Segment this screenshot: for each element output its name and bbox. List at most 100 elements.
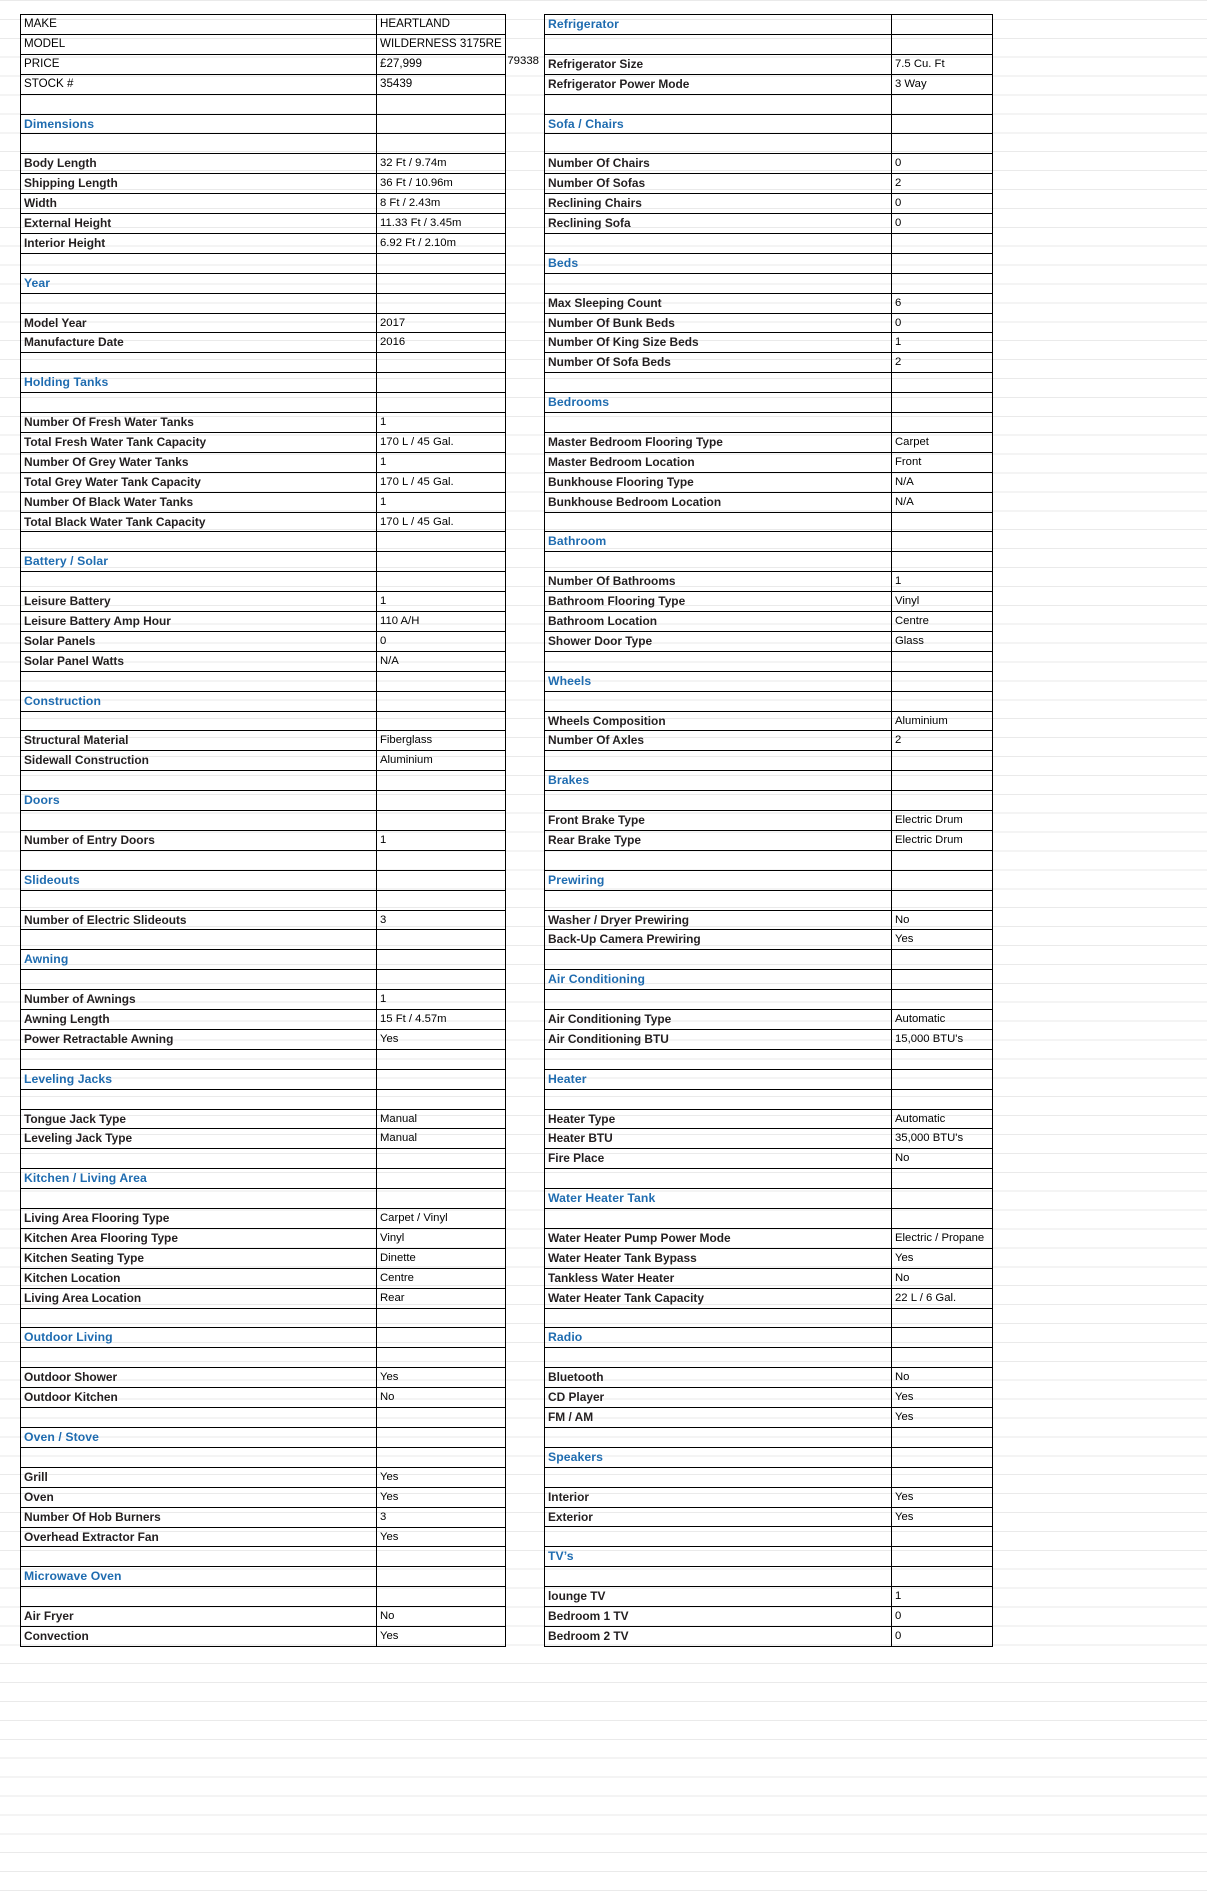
spec-value: No — [376, 1387, 506, 1409]
spec-row: CD Player Yes — [544, 1387, 993, 1409]
spec-label: Body Length — [20, 153, 377, 175]
spec-value: 3 Way — [891, 73, 993, 95]
spec-label: Outdoor Kitchen — [20, 1387, 377, 1409]
spec-label: Max Sleeping Count — [544, 292, 892, 314]
spec-value: 0 — [891, 312, 993, 334]
spec-label: Total Black Water Tank Capacity — [20, 511, 377, 533]
spec-row: Shower Door Type Glass — [544, 630, 993, 652]
spec-value — [376, 889, 506, 911]
spec-value: Automatic — [891, 1009, 993, 1030]
spec-value — [376, 372, 506, 394]
spec-row: Air Conditioning BTU 15,000 BTU's — [544, 1028, 993, 1050]
spec-label — [544, 949, 892, 971]
spec-value: Automatic — [891, 1108, 993, 1130]
spec-label: Interior Height — [20, 232, 377, 254]
spec-label — [544, 272, 892, 294]
spec-value — [376, 252, 506, 274]
spec-row: Solar Panels 0 — [20, 630, 506, 652]
spec-label — [20, 1347, 377, 1369]
spec-value: 1 — [891, 571, 993, 593]
spec-row: Water Heater Tank Bypass Yes — [544, 1247, 993, 1269]
spacer-row — [20, 670, 506, 692]
spec-value: No — [891, 1267, 993, 1289]
spec-row: Air Fryer No — [20, 1606, 506, 1627]
spec-value — [376, 1446, 506, 1468]
spec-row: Bunkhouse Bedroom Location N/A — [544, 491, 993, 513]
spec-value — [891, 1546, 993, 1568]
section-header-row: Beds — [544, 252, 993, 274]
section-header-row: Kitchen / Living Area — [20, 1168, 506, 1190]
spec-label: Reclining Chairs — [544, 193, 892, 215]
section-header-label: Holding Tanks — [20, 372, 377, 394]
spec-value: Yes — [376, 1466, 506, 1488]
spec-row: Living Area Location Rear — [20, 1287, 506, 1309]
spec-value: Electric / Propane — [891, 1227, 993, 1249]
spec-value: Yes — [376, 1486, 506, 1508]
spec-label — [20, 1188, 377, 1210]
spacer-row — [20, 929, 506, 951]
spacer-row — [20, 1586, 506, 1608]
spec-label: Water Heater Tank Bypass — [544, 1247, 892, 1269]
spec-value — [376, 531, 506, 553]
spec-value: Fiberglass — [376, 730, 506, 752]
spec-row: Number Of Sofa Beds 2 — [544, 352, 993, 374]
spec-value: Carpet — [891, 431, 993, 453]
spec-row: Reclining Sofa 0 — [544, 213, 993, 234]
spec-value: 1 — [376, 451, 506, 473]
spec-label: Air Conditioning BTU — [544, 1028, 892, 1050]
spec-label — [544, 1208, 892, 1229]
spec-row: Rear Brake Type Electric Drum — [544, 829, 993, 851]
spec-row: Number Of Sofas 2 — [544, 173, 993, 195]
spec-value — [376, 551, 506, 573]
spec-label — [20, 1148, 377, 1170]
spec-label: External Height — [20, 213, 377, 234]
spec-label: Master Bedroom Location — [544, 451, 892, 473]
spec-row: MAKE HEARTLAND — [20, 14, 506, 35]
spec-value: 1 — [376, 591, 506, 613]
spacer-row — [544, 1168, 993, 1190]
spec-label: MAKE — [20, 14, 377, 35]
spec-value — [891, 989, 993, 1011]
spec-row: Master Bedroom Location Front — [544, 451, 993, 473]
spec-label: Solar Panel Watts — [20, 650, 377, 672]
section-header-row: Microwave Oven — [20, 1566, 506, 1588]
spec-label: Structural Material — [20, 730, 377, 752]
spec-value: Aluminium — [891, 710, 993, 732]
spec-value — [891, 272, 993, 294]
spec-row: Number Of Chairs 0 — [544, 153, 993, 175]
spec-value: 6 — [891, 292, 993, 314]
section-header-row: Bedrooms — [544, 392, 993, 414]
spec-value: £27,999 — [376, 53, 506, 75]
spec-label: Bathroom Flooring Type — [544, 591, 892, 613]
spec-label — [20, 352, 377, 374]
spacer-row — [20, 1546, 506, 1568]
spec-value — [891, 1068, 993, 1090]
spec-row: Shipping Length 36 Ft / 10.96m — [20, 173, 506, 195]
spec-value — [891, 412, 993, 433]
spec-value — [891, 372, 993, 394]
spec-label: Solar Panels — [20, 630, 377, 652]
spec-row: Bedroom 2 TV 0 — [544, 1625, 993, 1647]
spec-row: Leveling Jack Type Manual — [20, 1128, 506, 1150]
spec-row: Water Heater Tank Capacity 22 L / 6 Gal. — [544, 1287, 993, 1309]
spec-label: Tongue Jack Type — [20, 1108, 377, 1130]
section-header-row: TV’s — [544, 1546, 993, 1568]
spec-label — [544, 1426, 892, 1448]
spec-value — [891, 1426, 993, 1448]
spec-label: Air Fryer — [20, 1606, 377, 1627]
section-header-row: Slideouts — [20, 869, 506, 891]
spec-value: No — [891, 1148, 993, 1170]
spec-label — [544, 412, 892, 433]
spec-label: Manufacture Date — [20, 332, 377, 354]
spec-row: Refrigerator Size 7.5 Cu. Ft — [544, 53, 993, 75]
spacer-row — [20, 1347, 506, 1369]
spec-label: Leveling Jack Type — [20, 1128, 377, 1150]
spacer-row — [544, 511, 993, 533]
spec-row: Front Brake Type Electric Drum — [544, 810, 993, 831]
spec-label — [20, 252, 377, 274]
spec-row: Living Area Flooring Type Carpet / Vinyl — [20, 1208, 506, 1229]
spec-value: 3 — [376, 1506, 506, 1528]
spec-label — [544, 790, 892, 812]
spec-label — [20, 93, 377, 115]
spec-label — [20, 1446, 377, 1468]
